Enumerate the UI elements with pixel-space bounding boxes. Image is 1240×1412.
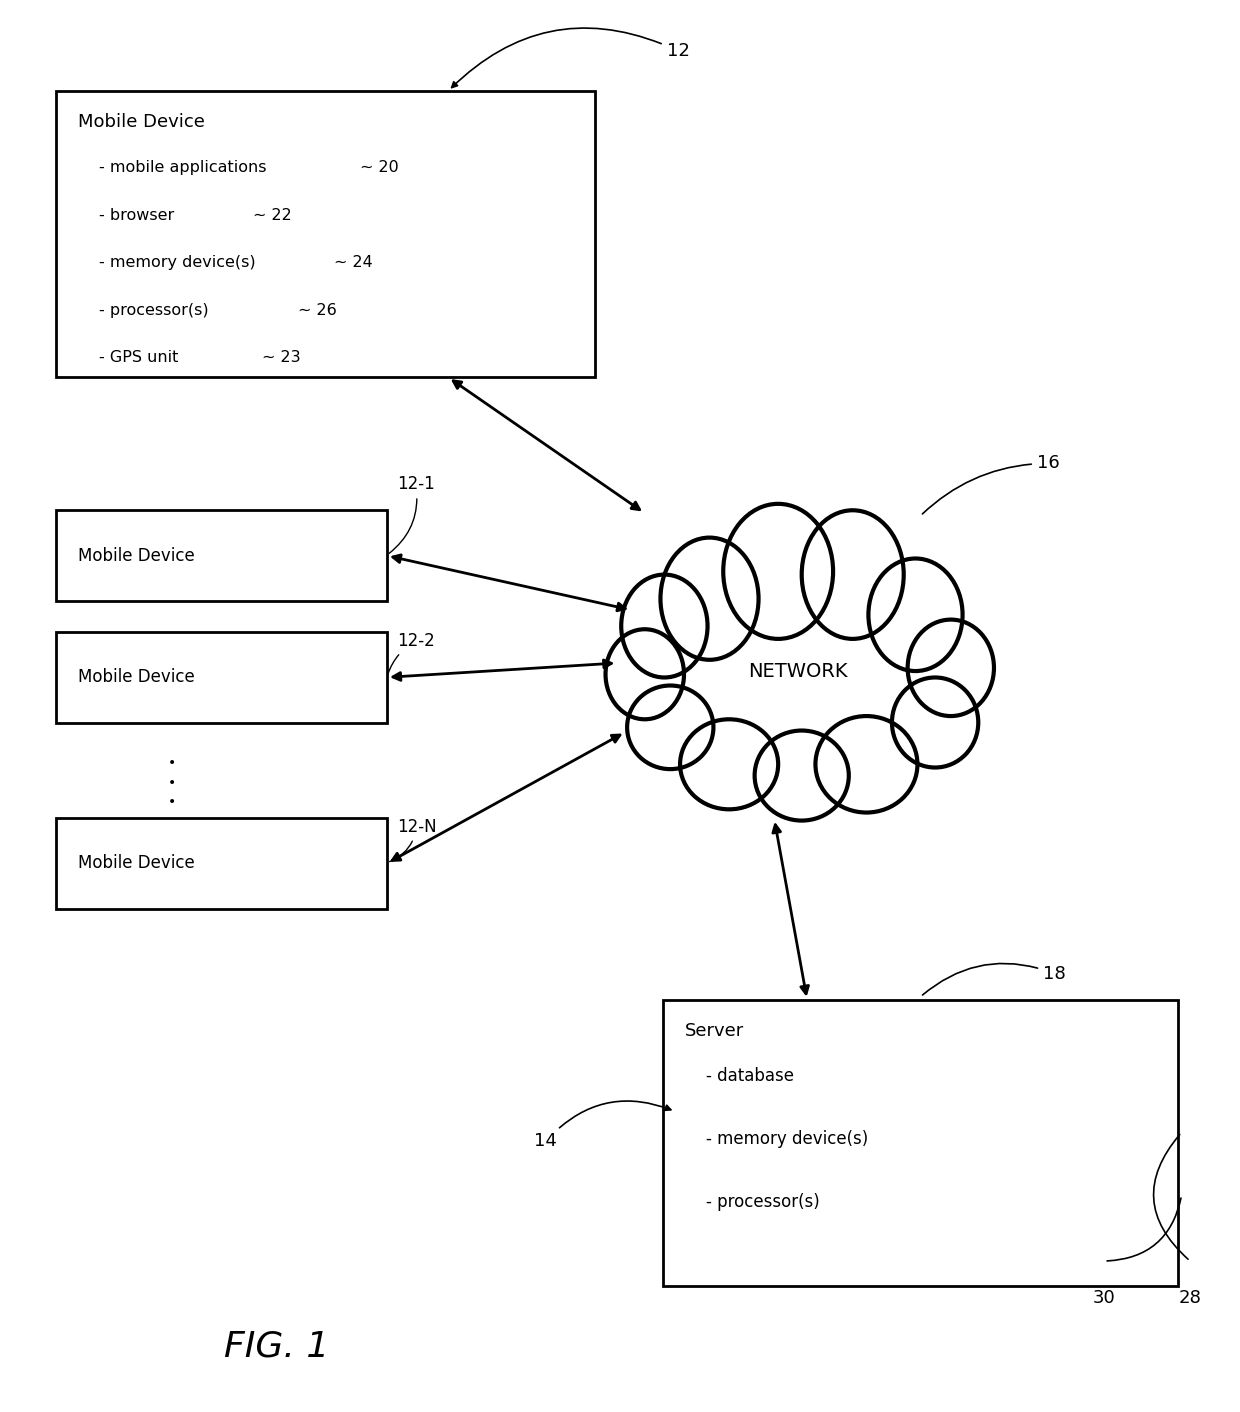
Text: ∼ 22: ∼ 22	[253, 208, 291, 223]
Ellipse shape	[627, 685, 713, 770]
Text: 14: 14	[534, 1101, 671, 1151]
Text: Mobile Device: Mobile Device	[78, 546, 195, 565]
Text: 16: 16	[923, 455, 1060, 514]
Text: - processor(s): - processor(s)	[706, 1193, 820, 1211]
Text: - mobile applications: - mobile applications	[99, 160, 267, 175]
Text: NETWORK: NETWORK	[748, 662, 847, 681]
Ellipse shape	[723, 504, 833, 638]
Text: Mobile Device: Mobile Device	[78, 113, 205, 131]
Ellipse shape	[680, 719, 779, 809]
FancyBboxPatch shape	[56, 818, 387, 909]
Ellipse shape	[755, 730, 849, 820]
Ellipse shape	[621, 575, 708, 678]
Ellipse shape	[868, 559, 962, 671]
Text: ∼ 20: ∼ 20	[361, 160, 399, 175]
FancyBboxPatch shape	[56, 633, 387, 723]
Text: 30: 30	[1092, 1289, 1116, 1308]
Text: - memory device(s): - memory device(s)	[706, 1131, 868, 1148]
Text: - browser: - browser	[99, 208, 174, 223]
Ellipse shape	[908, 620, 994, 716]
Text: 18: 18	[923, 963, 1065, 995]
Text: 12-N: 12-N	[389, 818, 436, 861]
Text: - processor(s): - processor(s)	[99, 302, 208, 318]
Text: Mobile Device: Mobile Device	[78, 668, 195, 686]
Ellipse shape	[816, 716, 918, 812]
Ellipse shape	[802, 510, 904, 638]
Text: ∼ 23: ∼ 23	[262, 350, 300, 366]
Ellipse shape	[641, 566, 955, 775]
FancyBboxPatch shape	[663, 1000, 1178, 1286]
Text: ∼ 24: ∼ 24	[334, 256, 372, 270]
Text: ∼ 26: ∼ 26	[298, 302, 336, 318]
Ellipse shape	[661, 538, 759, 659]
Text: 12-1: 12-1	[389, 476, 434, 554]
Text: 28: 28	[1179, 1289, 1202, 1308]
FancyBboxPatch shape	[56, 90, 595, 377]
Ellipse shape	[605, 630, 684, 719]
Text: Server: Server	[684, 1022, 744, 1041]
FancyBboxPatch shape	[56, 510, 387, 602]
Text: 12-2: 12-2	[388, 633, 434, 674]
Text: - GPS unit: - GPS unit	[99, 350, 179, 366]
Text: 12: 12	[451, 28, 689, 88]
Text: Mobile Device: Mobile Device	[78, 854, 195, 873]
Text: - memory device(s): - memory device(s)	[99, 256, 255, 270]
Text: - database: - database	[706, 1067, 794, 1086]
Text: •
•
•: • • •	[169, 757, 176, 809]
Text: FIG. 1: FIG. 1	[224, 1329, 330, 1363]
Ellipse shape	[892, 678, 978, 768]
